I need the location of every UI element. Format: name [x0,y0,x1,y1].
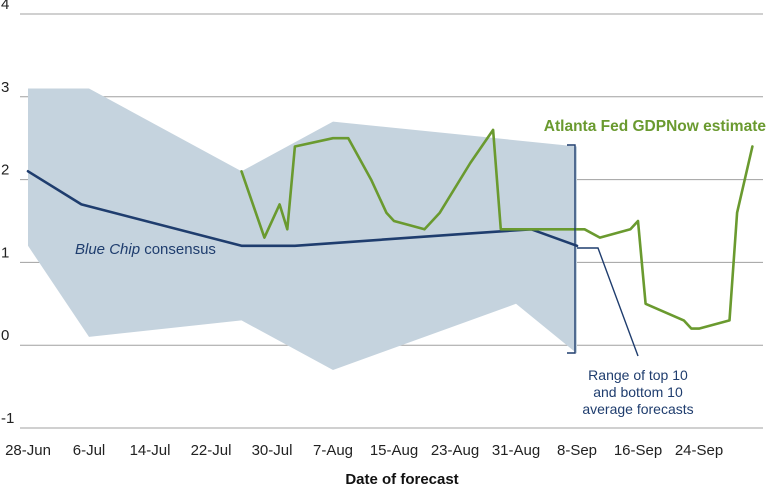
y-tick-label: 2 [1,162,9,179]
forecast-range-band [28,88,577,370]
x-tick-label: 15-Aug [370,442,418,459]
y-axis-ticks: -1 0 1 2 3 4 [1,0,14,427]
x-tick-label: 30-Jul [252,442,293,459]
x-axis-ticks: 28-Jun 6-Jul 14-Jul 22-Jul 30-Jul 7-Aug 15-Aug… [5,442,723,459]
y-tick-label: -1 [1,410,14,427]
series-lines [26,128,754,330]
gdpnow-series-label: Atlanta Fed GDPNow estimate [544,118,767,135]
y-tick-label: 3 [1,79,9,96]
range-bracket [567,144,576,354]
range-label-line-1: Range of top 10 [588,367,688,383]
y-tick-label: 1 [1,244,9,261]
x-tick-label: 6-Jul [73,442,106,459]
blue-chip-series-label: Blue Chip consensus [75,241,216,258]
x-tick-label: 31-Aug [492,442,540,459]
y-tick-label: 4 [1,0,9,13]
x-tick-label: 14-Jul [130,442,171,459]
x-tick-label: 7-Aug [313,442,353,459]
range-label-line-3: average forecasts [582,401,693,417]
x-tick-label: 16-Sep [614,442,662,459]
blue-chip-label-rest: consensus [140,241,216,258]
x-tick-label: 28-Jun [5,442,51,459]
y-tick-label: 0 [1,327,9,344]
gdpnow-estimate-line [240,128,754,330]
range-label-line-2: and bottom 10 [593,384,683,400]
forecast-range-band-group [28,88,577,370]
x-axis-title: Date of forecast [345,471,458,488]
range-leader-line [577,247,639,357]
x-tick-label: 8-Sep [557,442,597,459]
x-tick-label: 24-Sep [675,442,723,459]
annotations: Atlanta Fed GDPNow estimate Blue Chip co… [75,118,766,417]
x-tick-label: 23-Aug [431,442,479,459]
x-tick-label: 22-Jul [191,442,232,459]
blue-chip-label-italic: Blue Chip [75,241,140,258]
